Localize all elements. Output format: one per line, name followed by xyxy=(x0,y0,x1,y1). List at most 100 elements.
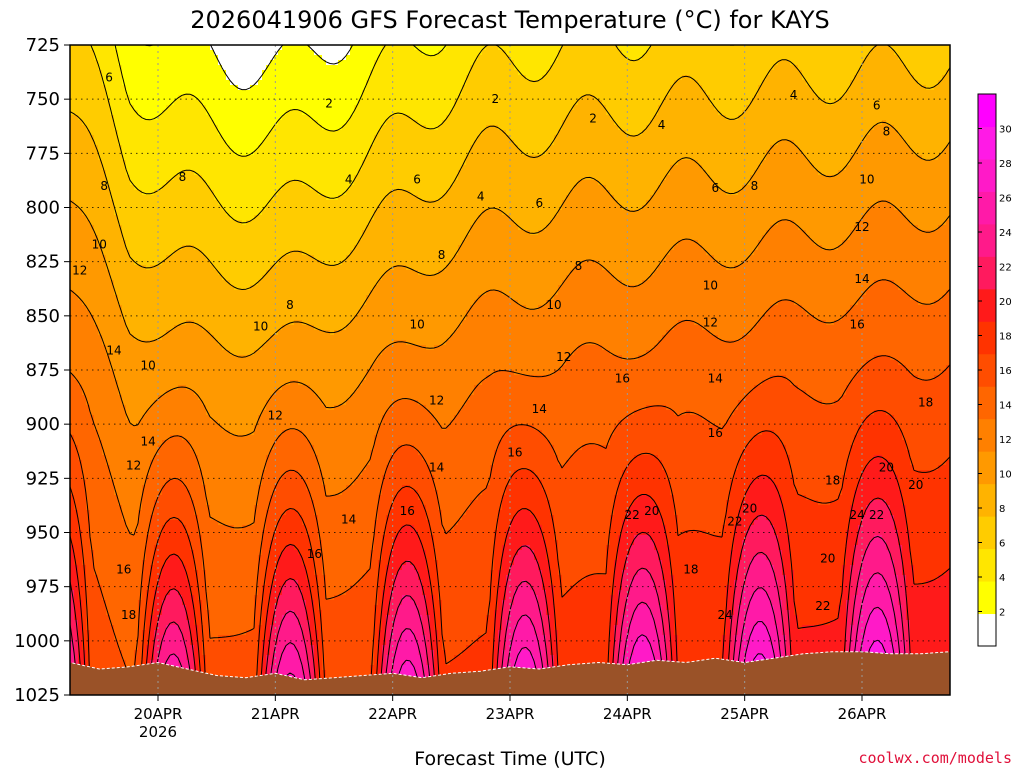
field-cell xyxy=(410,55,415,61)
field-cell xyxy=(638,60,643,66)
field-cell xyxy=(862,65,867,71)
field-cell xyxy=(142,75,147,81)
field-cell xyxy=(842,50,847,56)
field-cell xyxy=(554,70,559,76)
field-cell xyxy=(714,45,719,51)
field-cell xyxy=(78,70,83,76)
field-cell xyxy=(922,70,927,76)
field-cell xyxy=(270,75,275,81)
field-cell xyxy=(502,55,507,61)
field-cell xyxy=(718,55,723,61)
field-cell xyxy=(142,60,147,66)
field-cell xyxy=(862,50,867,56)
field-cell xyxy=(302,55,307,61)
field-cell xyxy=(606,45,611,51)
field-cell xyxy=(566,45,571,51)
field-cell xyxy=(806,45,811,51)
field-cell xyxy=(358,65,363,71)
field-cell xyxy=(838,65,843,71)
field-cell xyxy=(138,55,143,61)
field-cell xyxy=(586,65,591,71)
field-cell xyxy=(646,55,651,61)
field-cell xyxy=(686,55,691,61)
field-cell xyxy=(138,70,143,76)
field-cell xyxy=(770,45,775,51)
field-cell xyxy=(910,60,915,66)
field-cell xyxy=(698,70,703,76)
field-cell xyxy=(194,55,199,61)
field-cell xyxy=(698,65,703,71)
field-cell xyxy=(126,50,131,56)
field-cell xyxy=(398,65,403,71)
field-cell xyxy=(286,70,291,76)
field-cell xyxy=(670,60,675,66)
field-cell xyxy=(146,50,151,56)
field-cell xyxy=(918,50,923,56)
field-cell xyxy=(594,50,599,56)
field-cell xyxy=(570,55,575,61)
field-cell xyxy=(646,50,651,56)
field-cell xyxy=(714,60,719,66)
field-cell xyxy=(930,45,935,51)
field-cell xyxy=(710,70,715,76)
field-cell xyxy=(490,70,495,76)
field-cell xyxy=(458,45,463,51)
field-cell xyxy=(622,45,627,51)
field-cell xyxy=(770,55,775,61)
field-cell xyxy=(306,70,311,76)
field-cell xyxy=(662,45,667,51)
field-cell xyxy=(818,70,823,76)
field-cell xyxy=(570,50,575,56)
field-cell xyxy=(686,60,691,66)
field-cell xyxy=(538,45,543,51)
field-cell xyxy=(682,65,687,71)
field-cell xyxy=(690,45,695,51)
field-cell xyxy=(230,55,235,61)
field-cell xyxy=(566,50,571,56)
field-cell xyxy=(722,55,727,61)
field-cell xyxy=(282,55,287,61)
field-cell xyxy=(246,60,251,66)
field-cell xyxy=(914,50,919,56)
field-cell xyxy=(222,55,227,61)
field-cell xyxy=(150,70,155,76)
field-cell xyxy=(922,60,927,66)
field-cell xyxy=(338,45,343,51)
field-cell xyxy=(190,60,195,66)
field-cell xyxy=(378,45,383,51)
field-cell xyxy=(734,65,739,71)
field-cell xyxy=(730,55,735,61)
field-cell xyxy=(750,55,755,61)
field-cell xyxy=(182,50,187,56)
field-cell xyxy=(258,50,263,56)
field-cell xyxy=(314,70,319,76)
field-cell xyxy=(446,70,451,76)
field-cell xyxy=(602,55,607,61)
field-cell xyxy=(750,60,755,66)
field-cell xyxy=(630,70,635,76)
field-cell xyxy=(834,65,839,71)
field-cell xyxy=(198,55,203,61)
field-cell xyxy=(354,70,359,76)
field-cell xyxy=(642,60,647,66)
field-cell xyxy=(78,75,83,81)
field-cell xyxy=(750,50,755,56)
field-cell xyxy=(522,70,527,76)
field-cell xyxy=(678,55,683,61)
field-cell xyxy=(190,55,195,61)
field-cell xyxy=(134,70,139,76)
field-cell xyxy=(218,50,223,56)
field-cell xyxy=(374,50,379,56)
field-cell xyxy=(446,55,451,61)
field-cell xyxy=(718,45,723,51)
field-cell xyxy=(886,55,891,61)
field-cell xyxy=(778,50,783,56)
field-cell xyxy=(126,65,131,71)
field-cell xyxy=(790,50,795,56)
field-cell xyxy=(290,70,295,76)
field-cell xyxy=(526,65,531,71)
field-cell xyxy=(122,60,127,66)
field-cell xyxy=(650,55,655,61)
field-cell xyxy=(230,70,235,76)
field-cell xyxy=(470,50,475,56)
